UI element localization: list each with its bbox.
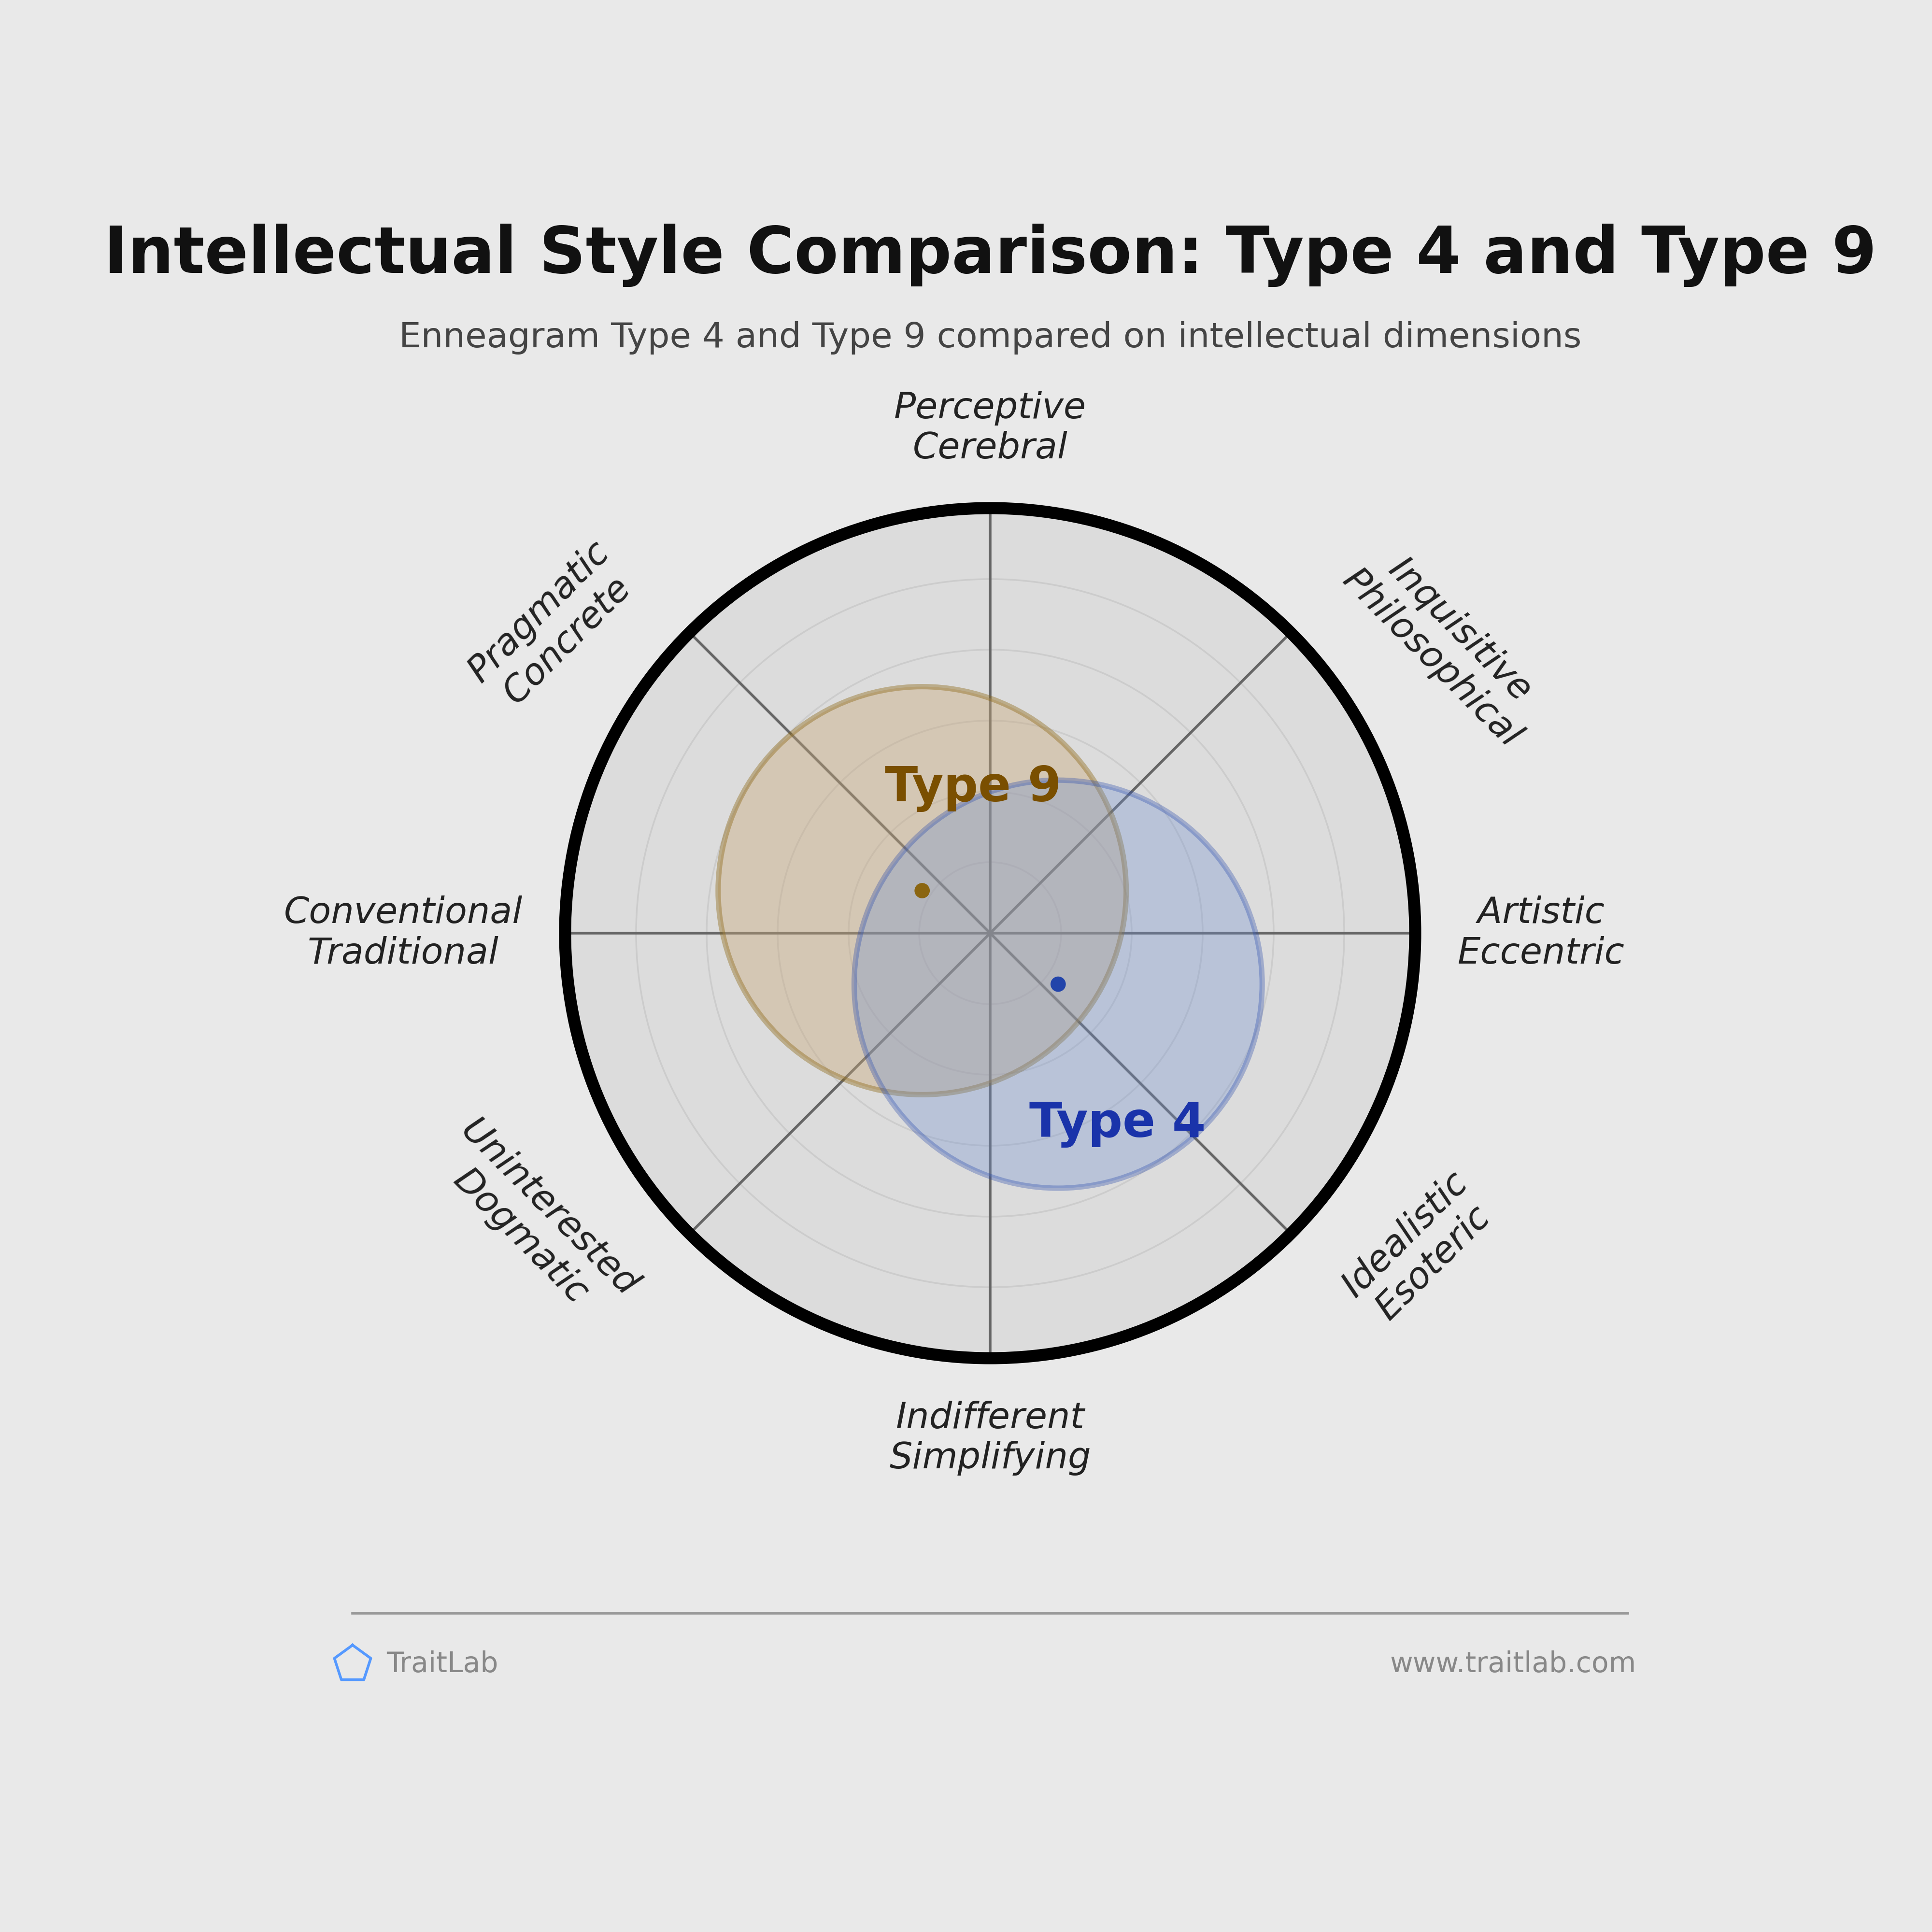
Text: Enneagram Type 4 and Type 9 compared on intellectual dimensions: Enneagram Type 4 and Type 9 compared on … bbox=[398, 321, 1582, 354]
Text: Pragmatic
Concrete: Pragmatic Concrete bbox=[462, 535, 645, 717]
Text: Perceptive
Cerebral: Perceptive Cerebral bbox=[895, 390, 1086, 466]
Text: Uninterested
Dogmatic: Uninterested Dogmatic bbox=[425, 1113, 645, 1331]
Text: TraitLab: TraitLab bbox=[386, 1650, 498, 1679]
Text: www.traitlab.com: www.traitlab.com bbox=[1389, 1650, 1636, 1679]
Text: Indifferent
Simplifying: Indifferent Simplifying bbox=[889, 1401, 1092, 1476]
Text: Type 4: Type 4 bbox=[1030, 1101, 1206, 1148]
Text: Conventional
Traditional: Conventional Traditional bbox=[284, 896, 522, 970]
Circle shape bbox=[854, 781, 1262, 1188]
Text: Artistic
Eccentric: Artistic Eccentric bbox=[1459, 896, 1625, 970]
Text: Inquisitive
Philosophical: Inquisitive Philosophical bbox=[1335, 535, 1555, 755]
Circle shape bbox=[914, 883, 929, 898]
Circle shape bbox=[1051, 976, 1066, 991]
Text: Type 9: Type 9 bbox=[885, 765, 1061, 811]
Circle shape bbox=[564, 508, 1414, 1358]
Text: Idealistic
Esoteric: Idealistic Esoteric bbox=[1335, 1165, 1503, 1331]
Circle shape bbox=[719, 686, 1126, 1095]
Text: Intellectual Style Comparison: Type 4 and Type 9: Intellectual Style Comparison: Type 4 an… bbox=[104, 224, 1876, 288]
